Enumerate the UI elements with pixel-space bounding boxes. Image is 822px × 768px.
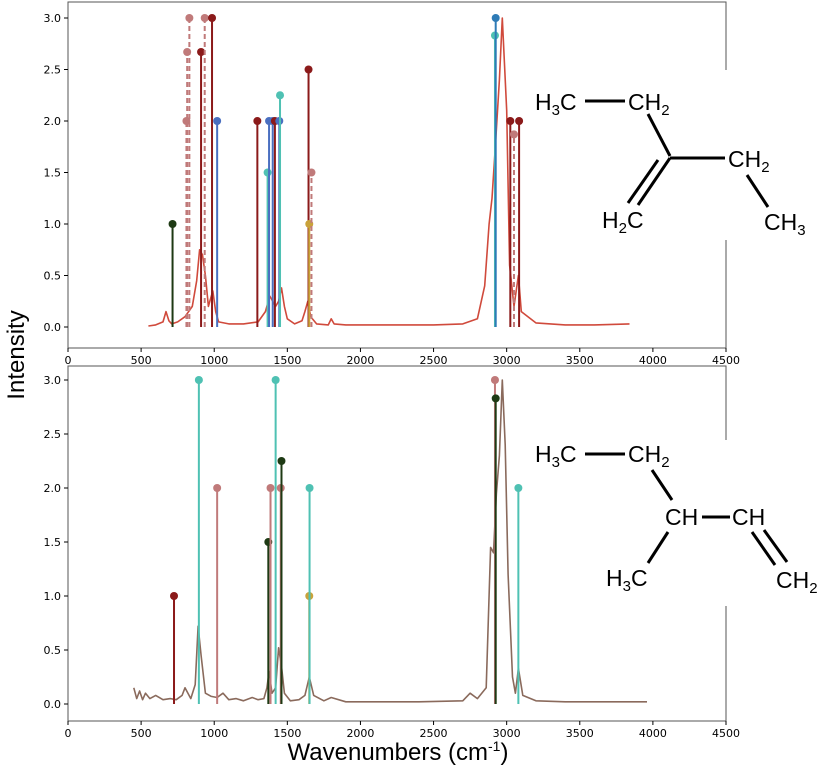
bottom-stick-marker — [490, 376, 499, 384]
top-stick-marker — [515, 117, 524, 125]
top-sticks — [168, 14, 524, 327]
bottom-ch-a-label: CH — [665, 504, 698, 530]
top-x-tick-label: 1500 — [273, 354, 301, 367]
top-y-tick-label: 2.5 — [44, 64, 62, 77]
bottom-ch2-end-label: CH2 — [776, 567, 818, 597]
top-stick-marker — [506, 117, 515, 125]
top-spectrum-line — [148, 17, 630, 327]
top-y-tick-label: 0.5 — [44, 270, 62, 283]
bottom-stick-marker — [277, 457, 286, 465]
bottom-y-tick-label: 2.0 — [44, 482, 62, 495]
bottom-stick-marker — [194, 376, 203, 384]
top-stick-marker — [263, 168, 272, 177]
bottom-x-tick-label: 1500 — [273, 727, 301, 740]
bottom-double-bond-a — [750, 531, 777, 566]
bottom-stick-marker — [514, 484, 523, 492]
bottom-x-tick-label: 3500 — [566, 727, 594, 740]
top-ticks: 0 500 1000 1500 2000 2500 3000 3500 4000 4500 0.0 0… — [44, 12, 741, 367]
top-y-tick-label: 1.0 — [44, 218, 62, 231]
bottom-y-tick-label: 0.5 — [44, 644, 62, 657]
top-stick-marker — [200, 14, 209, 22]
top-x-tick-label: 3500 — [566, 354, 594, 367]
top-bond-4 — [745, 174, 770, 208]
top-x-tick-label: 0 — [65, 354, 72, 367]
bottom-x-tick-label: 4500 — [712, 727, 740, 740]
x-axis-title-sup: -1 — [488, 738, 501, 754]
top-ch2b-label: CH2 — [728, 146, 770, 176]
x-axis-title-main: Wavenumbers (cm — [288, 739, 488, 766]
top-x-tick-label: 2000 — [346, 354, 374, 367]
top-x-tick-label: 3000 — [493, 354, 521, 367]
bottom-bond-4 — [646, 531, 670, 564]
top-stick-marker — [208, 14, 217, 22]
bottom-double-bond-b — [762, 529, 789, 563]
bottom-stick-marker — [266, 484, 275, 492]
y-axis-title: Intensity — [3, 310, 30, 399]
bottom-x-tick-label: 2000 — [346, 727, 374, 740]
x-axis-title: Wavenumbers (cm-1) — [288, 738, 509, 766]
bottom-sticks — [170, 376, 523, 704]
bottom-x-tick-label: 0 — [65, 727, 72, 740]
top-y-tick-label: 0.0 — [44, 321, 62, 334]
top-stick-marker — [276, 91, 285, 100]
top-stick-marker — [307, 168, 316, 177]
bottom-x-tick-label: 500 — [131, 727, 152, 740]
bottom-ticks: 0 500 1000 1500 2000 2500 3000 3500 4000 4500 0.0 0… — [44, 374, 741, 740]
bottom-stick-marker — [305, 484, 314, 492]
top-x-tick-label: 2500 — [420, 354, 448, 367]
top-stick-marker — [509, 130, 518, 139]
bottom-y-tick-label: 1.5 — [44, 536, 62, 549]
top-y-tick-label: 3.0 — [44, 12, 62, 25]
top-ch3-label: CH3 — [764, 209, 806, 239]
bottom-x-tick-label: 2500 — [420, 727, 448, 740]
bottom-stick-marker — [213, 484, 222, 492]
top-x-tick-label: 1000 — [200, 354, 228, 367]
top-molecule-backdrop — [528, 70, 728, 240]
top-stick-marker — [213, 117, 222, 125]
x-axis-title-close: ) — [500, 739, 508, 766]
bottom-bond-2 — [650, 469, 674, 501]
bottom-plot-panel: 0 500 1000 1500 2000 2500 3000 3500 4000 4500 0.0 0… — [44, 365, 743, 740]
bottom-y-tick-label: 2.5 — [44, 428, 62, 441]
top-stick-marker — [253, 117, 262, 125]
bottom-y-tick-label: 3.0 — [44, 374, 62, 387]
top-stick-marker — [491, 14, 500, 22]
bottom-stick-marker — [491, 394, 500, 403]
top-x-tick-label: 4000 — [639, 354, 667, 367]
bottom-x-tick-label: 4000 — [639, 727, 667, 740]
bottom-molecule-backdrop — [528, 440, 743, 606]
top-x-tick-label: 4500 — [712, 354, 740, 367]
top-bond-2 — [646, 113, 672, 157]
top-stick-marker — [197, 47, 206, 56]
bottom-x-tick-label: 1000 — [200, 727, 228, 740]
top-plot-panel: 0 500 1000 1500 2000 2500 3000 3500 4000 4500 0.0 0… — [44, 1, 741, 367]
bottom-ch-b-label: CH — [732, 504, 765, 530]
top-y-tick-label: 1.5 — [44, 167, 62, 180]
bottom-x-tick-label: 3000 — [493, 727, 521, 740]
top-stick-marker — [304, 65, 313, 74]
top-stick-marker — [185, 14, 194, 22]
top-double-bond-b — [626, 159, 660, 204]
top-stick-marker — [168, 220, 177, 228]
top-double-bond-a — [636, 157, 672, 206]
top-y-tick-label: 2.0 — [44, 115, 62, 128]
top-x-tick-label: 500 — [131, 354, 152, 367]
bottom-stick-marker — [271, 376, 280, 384]
bottom-y-tick-label: 0.0 — [44, 698, 62, 711]
bottom-stick-marker — [170, 592, 179, 600]
top-spectrum — [148, 17, 630, 327]
bottom-y-tick-label: 1.0 — [44, 590, 62, 603]
